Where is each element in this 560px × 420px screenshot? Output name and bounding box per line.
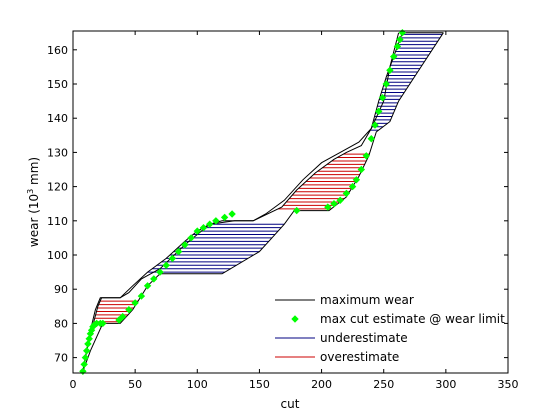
estimate-marker-31 [228,210,236,218]
y-tick-label: 160 [47,44,68,57]
estimate-marker-24 [181,241,189,249]
estimate-marker-38 [352,176,361,184]
estimate-marker-25 [187,234,195,242]
y-tick-label: 150 [47,78,68,91]
estimate-marker-2 [81,353,90,362]
estimate-marker-33 [324,203,332,211]
x-tick-label: 200 [311,378,332,391]
estimate-marker-22 [168,254,177,263]
estimate-marker-4 [84,340,92,348]
y-tick-label: 130 [47,146,68,159]
estimate-marker-26 [193,227,202,235]
y-tick-label: 80 [54,317,68,330]
series-lines [82,32,444,372]
legend-swatch-marker [291,315,299,323]
estimate-marker-3 [82,347,91,355]
y-axis-label-exponent: 3 [26,189,35,194]
estimate-marker-29 [212,217,220,225]
estimate-marker-18 [143,282,152,290]
estimate-marker-46 [386,66,394,75]
x-axis-label: cut [281,397,300,411]
y-tick-label: 140 [47,112,68,125]
estimate-marker-14 [118,312,127,321]
estimate-marker-39 [357,165,366,174]
x-tick-label: 50 [128,378,142,391]
estimate-marker-40 [362,152,371,160]
y-tick-label: 70 [54,352,68,365]
estimate-marker-19 [150,275,158,283]
estimate-marker-16 [131,299,139,307]
legend-label: maximum wear [320,293,414,307]
plot-area-frame [72,30,509,374]
estimate-marker-43 [374,107,383,116]
estimate-marker-20 [156,268,164,276]
estimate-marker-13 [115,316,123,324]
estimate-marker-35 [336,196,344,205]
estimate-marker-27 [199,223,208,232]
x-tick-label: 250 [373,378,394,391]
estimate-marker-48 [393,42,402,51]
series-line-upper-band-edge [82,32,444,372]
y-axis-label-suffix: mm) [27,157,41,189]
estimate-marker-44 [378,93,387,102]
estimate-marker-21 [162,261,170,270]
estimate-marker-49 [396,35,404,44]
legend: maximum wear max cut estimate @ wear limi… [275,293,505,364]
legend-label: overestimate [320,350,399,364]
y-tick-label: 110 [47,215,68,228]
estimate-marker-17 [137,292,146,300]
y-axis-label: wear (103 mm) [26,157,41,247]
estimate-marker-1 [80,360,88,369]
estimate-marker-34 [330,199,338,208]
estimate-marker-23 [174,247,183,256]
x-tick-label: 150 [249,378,270,391]
estimate-marker-36 [342,189,351,198]
estimate-marker-12 [99,319,107,328]
estimate-marker-47 [389,52,398,61]
x-tick-label: 100 [187,378,208,391]
estimate-markers [79,28,407,376]
estimate-marker-45 [382,80,390,88]
estimate-marker-28 [205,220,214,228]
x-axis-ticks: 0 50 100 150 200 250 300 350 [70,31,519,391]
x-tick-label: 300 [435,378,456,391]
estimate-bands [93,33,443,323]
estimate-marker-32 [292,206,301,215]
x-tick-label: 350 [498,378,519,391]
estimate-marker-37 [348,182,357,191]
estimate-marker-30 [220,213,229,222]
estimate-marker-5 [85,335,93,343]
estimate-marker-41 [367,134,376,143]
y-tick-label: 90 [54,283,68,296]
y-axis-label-prefix: wear (10 [27,194,41,247]
legend-label: underestimate [320,331,408,345]
y-tick-label: 100 [47,249,68,262]
x-tick-label: 0 [70,378,77,391]
series-line-lower-band-edge [82,32,444,372]
y-tick-label: 120 [47,181,68,194]
estimate-marker-42 [371,121,379,129]
estimate-marker-15 [125,305,133,314]
legend-label: max cut estimate @ wear limit [320,312,505,326]
y-axis-ticks: 70 80 90 100 110 120 130 140 150 160 [47,44,508,365]
